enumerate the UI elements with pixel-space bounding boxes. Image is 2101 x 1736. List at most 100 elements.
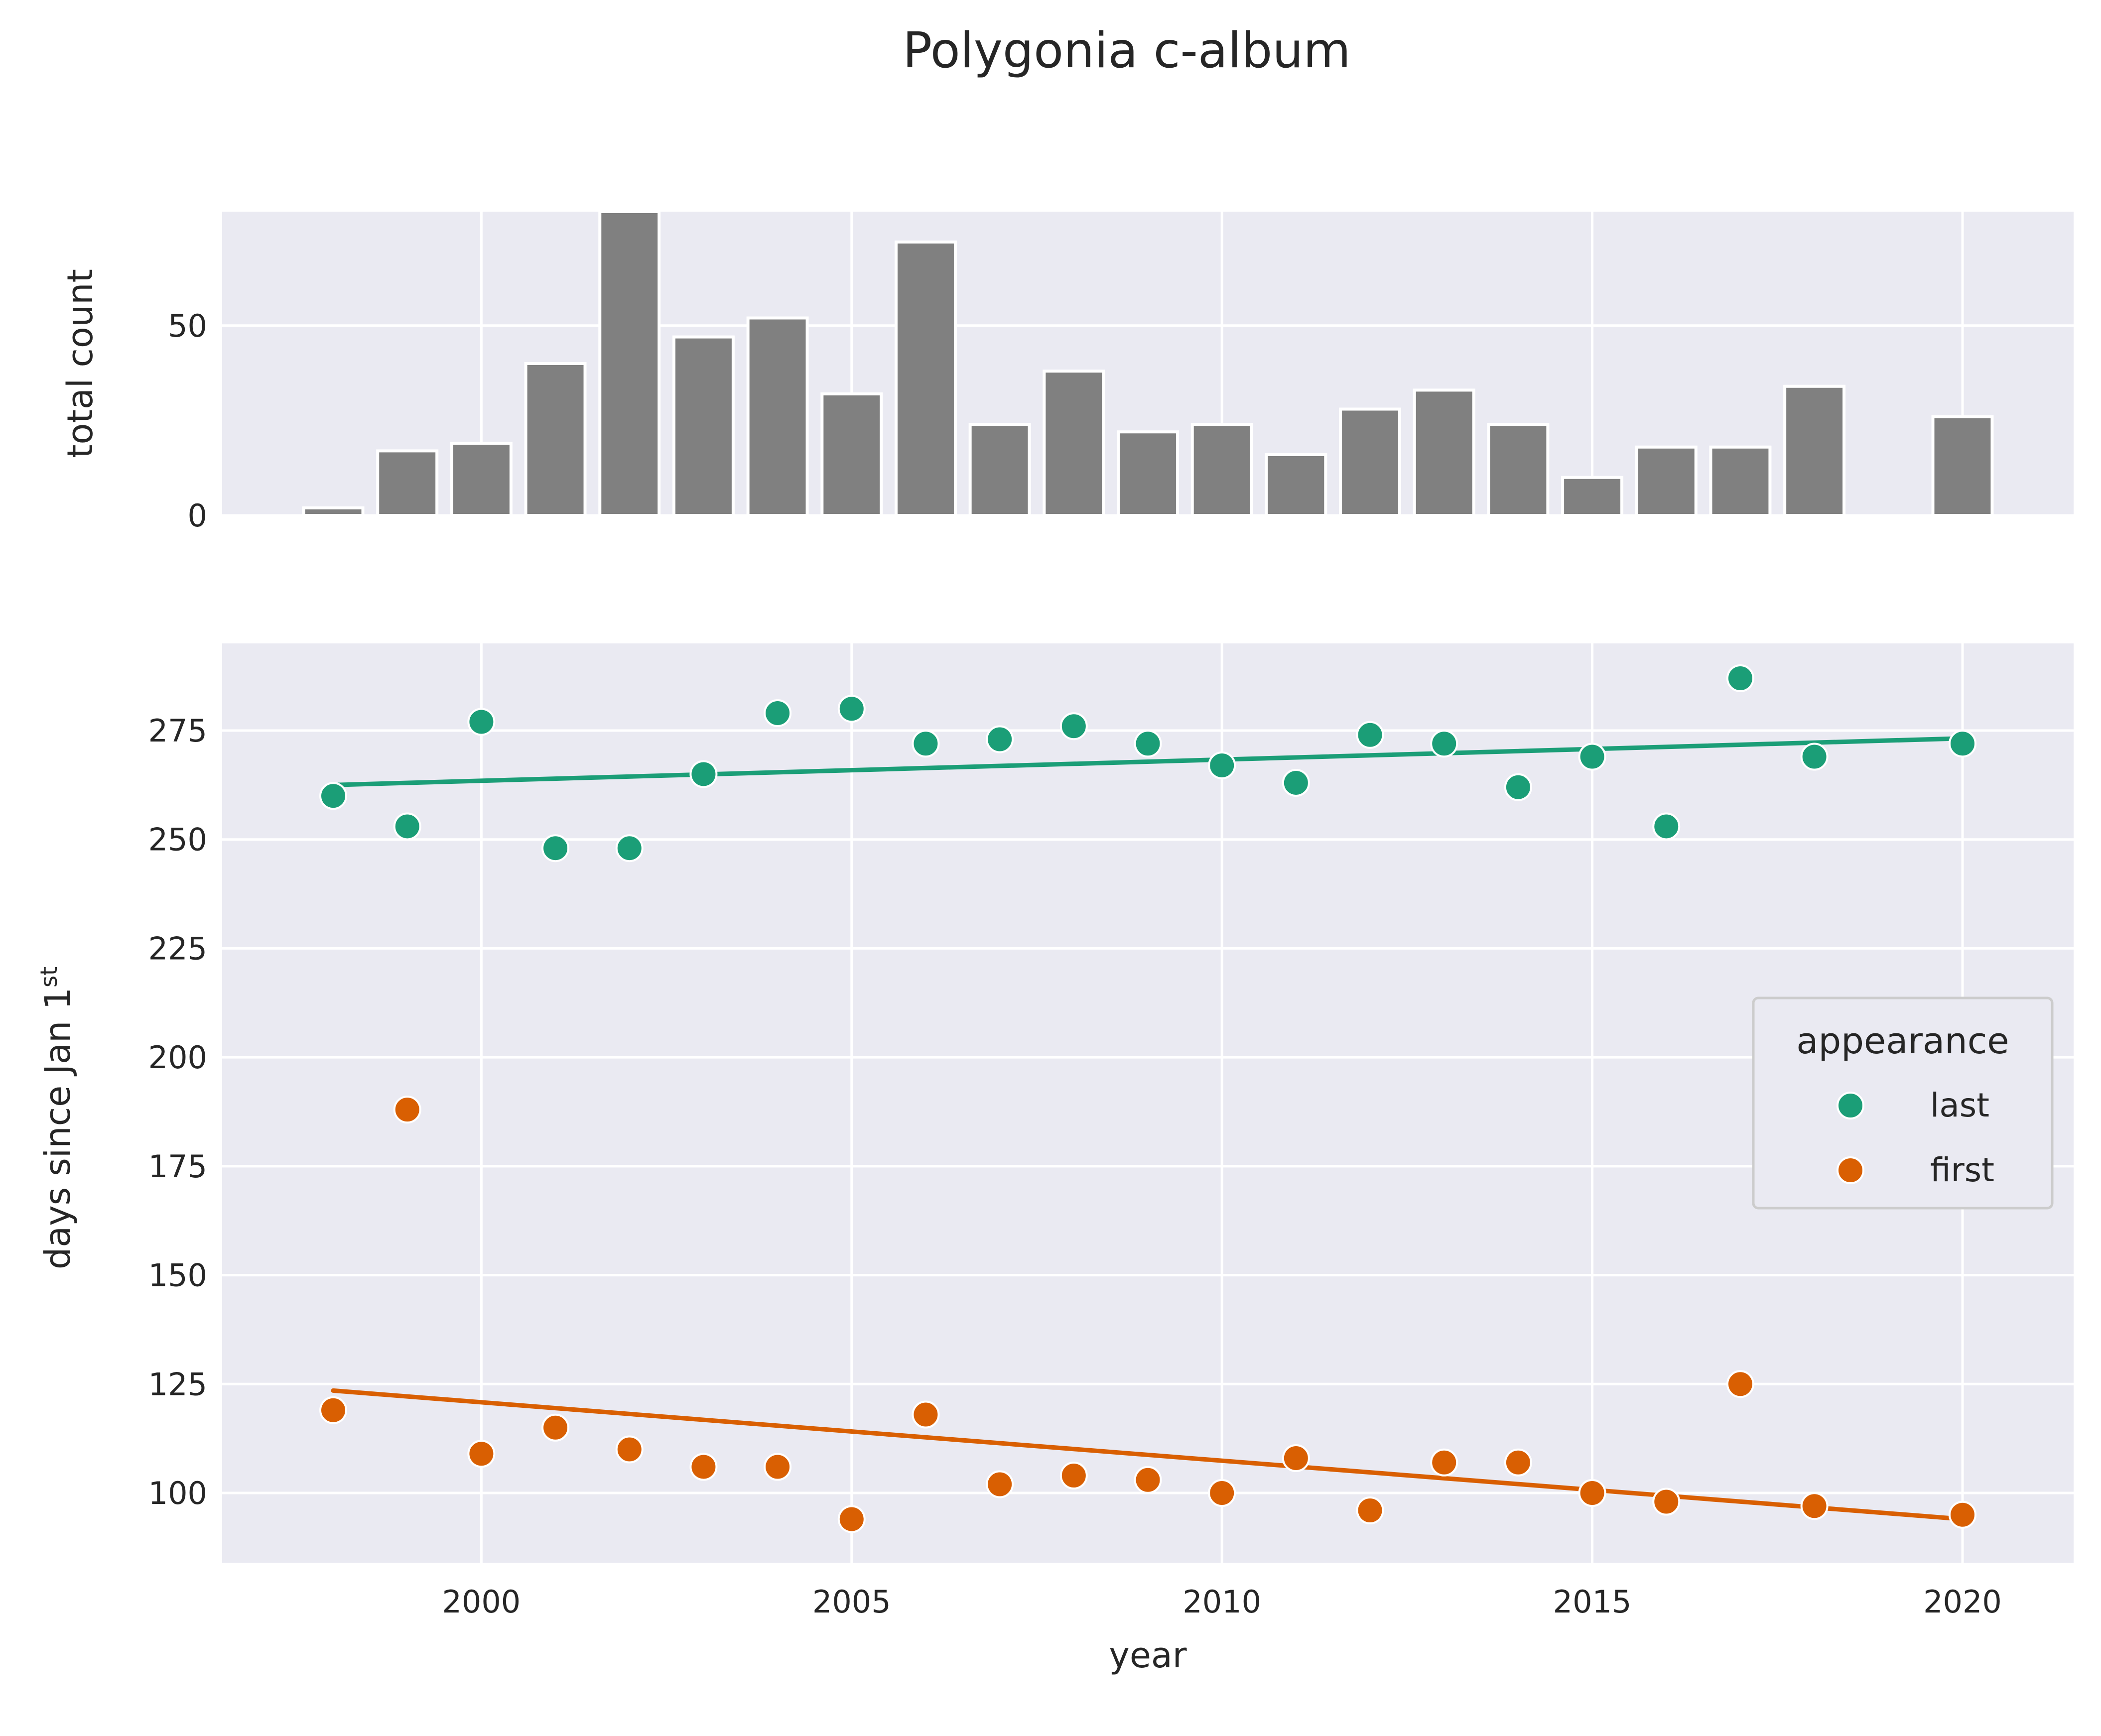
- point-first: [467, 1440, 496, 1468]
- point-last: [1504, 773, 1532, 801]
- point-first: [319, 1396, 348, 1424]
- point-first: [1948, 1500, 1976, 1529]
- point-first: [1430, 1448, 1458, 1477]
- bar-series: [302, 210, 1994, 517]
- bar: [1709, 445, 1772, 517]
- point-last: [837, 695, 866, 723]
- x-tick-label: 2000: [442, 1584, 521, 1620]
- point-first: [541, 1413, 570, 1442]
- scatter-y-tick-label: 150: [148, 1257, 207, 1294]
- point-first: [689, 1453, 718, 1481]
- legend-label-last: last: [1930, 1086, 1989, 1124]
- point-last: [1356, 721, 1384, 749]
- scatter-points: [319, 664, 1976, 1533]
- bar: [1043, 370, 1105, 517]
- scatter-y-tick-label: 200: [148, 1039, 207, 1076]
- bar: [894, 241, 957, 517]
- point-first: [1356, 1496, 1384, 1525]
- x-tick-label: 2010: [1182, 1584, 1261, 1620]
- y-axis-label-superscript: st: [35, 967, 62, 988]
- scatter-y-axis-label: days since Jan 1st: [35, 967, 78, 1269]
- point-first: [1134, 1466, 1162, 1494]
- bar: [1190, 423, 1253, 517]
- trend-lines: [331, 736, 1965, 1522]
- point-last: [1652, 812, 1681, 841]
- bar: [598, 210, 661, 517]
- bar: [672, 335, 735, 517]
- point-last: [1578, 743, 1606, 771]
- x-tick-label: 2020: [1923, 1584, 2002, 1620]
- point-first: [1578, 1479, 1606, 1507]
- point-last: [393, 812, 421, 841]
- point-last: [319, 782, 348, 810]
- point-first: [1800, 1492, 1829, 1520]
- point-first: [1282, 1444, 1310, 1473]
- point-first: [912, 1400, 940, 1429]
- bar-y-axis-label: total count: [60, 269, 101, 458]
- legend-label-first: first: [1930, 1151, 1994, 1189]
- bar: [1339, 407, 1402, 517]
- scatter-y-tick-label: 275: [148, 713, 207, 749]
- point-last: [764, 699, 792, 727]
- point-last: [541, 834, 570, 863]
- trend-line-first: [331, 1388, 1965, 1522]
- point-last: [689, 760, 718, 788]
- legend-marker-first: [1837, 1156, 1864, 1184]
- point-last: [1059, 712, 1088, 741]
- point-last: [467, 708, 496, 736]
- bar: [968, 423, 1031, 517]
- point-first: [1059, 1462, 1088, 1490]
- bar: [746, 316, 809, 517]
- bar: [302, 506, 365, 517]
- scatter-y-tick-labels: 100 125 150 175 200 225 250 275: [148, 713, 207, 1511]
- point-first: [1726, 1370, 1754, 1398]
- bar: [524, 362, 587, 517]
- bar: [1561, 476, 1624, 517]
- x-tick-label: 2015: [1553, 1584, 1632, 1620]
- point-last: [1282, 768, 1310, 797]
- point-last: [1800, 743, 1829, 771]
- bar-y-tick-label: 50: [168, 308, 207, 344]
- point-first: [837, 1505, 866, 1533]
- bar: [1265, 453, 1327, 517]
- bar: [1635, 445, 1698, 517]
- chart-title: Polygonia c-album: [903, 22, 1351, 79]
- point-last: [1208, 751, 1236, 779]
- bar: [1931, 415, 1994, 517]
- trend-line-last: [331, 736, 1965, 787]
- point-first: [393, 1096, 421, 1124]
- x-tick-label: 2005: [812, 1584, 891, 1620]
- bar: [1783, 384, 1846, 517]
- point-last: [1726, 664, 1754, 692]
- scatter-y-tick-label: 250: [148, 822, 207, 858]
- scatter-y-tick-label: 175: [148, 1148, 207, 1185]
- legend-box: [1752, 996, 2054, 1210]
- point-first: [615, 1435, 644, 1464]
- scatter-y-tick-label: 225: [148, 930, 207, 967]
- bar: [1487, 423, 1550, 517]
- bar: [1117, 430, 1179, 517]
- bar: [820, 392, 883, 517]
- point-first: [986, 1470, 1014, 1498]
- scatter-y-tick-label: 125: [148, 1366, 207, 1402]
- y-axis-label-main: days since Jan 1: [37, 988, 78, 1269]
- x-axis-label: year: [1109, 1635, 1186, 1676]
- legend: appearance last first: [1752, 996, 2054, 1210]
- point-first: [764, 1453, 792, 1481]
- point-last: [1948, 730, 1976, 758]
- bar-y-tick-label: 0: [188, 497, 207, 534]
- point-last: [912, 730, 940, 758]
- bar: [376, 449, 439, 517]
- scatter-y-tick-label: 100: [148, 1475, 207, 1511]
- bar-panel: 0 50 total count: [60, 210, 2074, 534]
- point-last: [615, 834, 644, 863]
- bar: [450, 442, 513, 517]
- point-first: [1208, 1479, 1236, 1507]
- point-first: [1652, 1488, 1681, 1516]
- scatter-x-tick-labels: 2000 2005 2010 2015 2020: [442, 1584, 2001, 1620]
- point-first: [1504, 1448, 1532, 1477]
- bar: [1413, 388, 1475, 517]
- bar-y-tick-labels: 0 50: [168, 308, 207, 534]
- point-last: [986, 725, 1014, 753]
